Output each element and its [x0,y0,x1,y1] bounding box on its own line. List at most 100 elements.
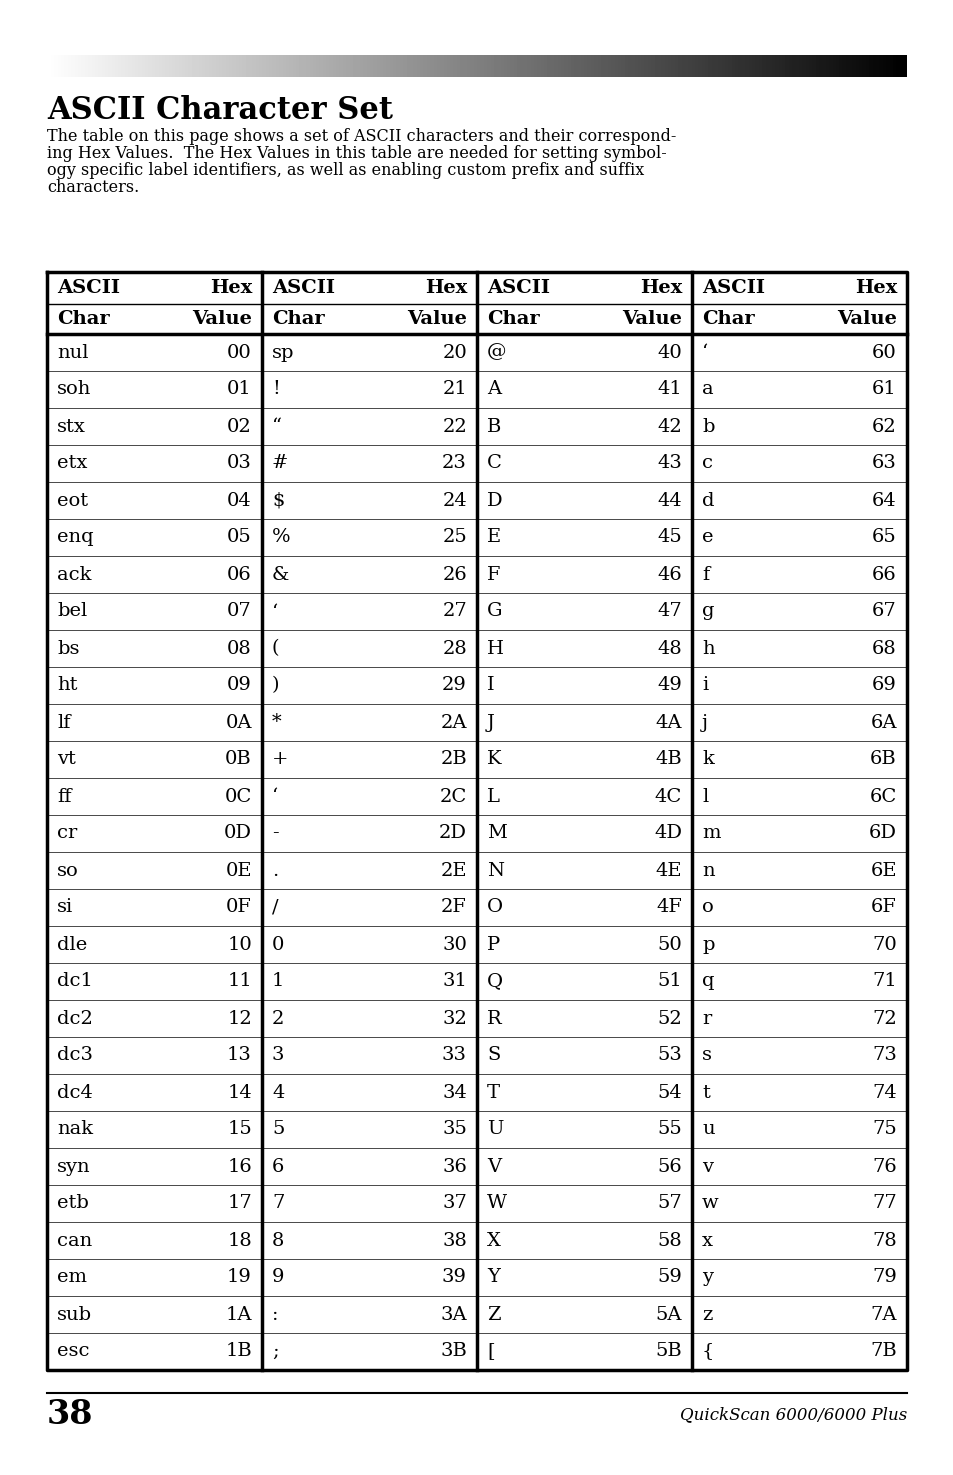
Text: 54: 54 [657,1084,681,1102]
Text: 02: 02 [227,417,252,435]
Text: 4B: 4B [655,751,681,768]
Text: sub: sub [57,1305,92,1323]
Text: Hex: Hex [639,279,681,296]
Text: /: / [272,898,278,916]
Text: {: { [701,1342,714,1360]
Text: 3: 3 [272,1046,284,1065]
Text: 76: 76 [871,1158,896,1176]
Text: dc1: dc1 [57,972,92,991]
Text: Q: Q [486,972,502,991]
Text: 15: 15 [227,1121,252,1139]
Text: 44: 44 [657,491,681,509]
Text: 08: 08 [227,640,252,658]
Text: 32: 32 [441,1009,467,1028]
Text: ASCII Character Set: ASCII Character Set [47,94,393,125]
Text: A: A [486,381,500,398]
Text: 48: 48 [657,640,681,658]
Text: etx: etx [57,454,88,472]
Text: 6B: 6B [869,751,896,768]
Text: -: - [272,825,278,842]
Text: [: [ [486,1342,494,1360]
Text: .: . [272,861,278,879]
Text: v: v [701,1158,712,1176]
Text: 40: 40 [657,344,681,361]
Text: p: p [701,935,714,953]
Text: x: x [701,1232,712,1249]
Text: 74: 74 [871,1084,896,1102]
Text: h: h [701,640,714,658]
Text: 30: 30 [441,935,467,953]
Text: Value: Value [192,310,252,327]
Text: ing Hex Values.  The Hex Values in this table are needed for setting symbol-: ing Hex Values. The Hex Values in this t… [47,145,666,162]
Text: 38: 38 [441,1232,467,1249]
Text: 2A: 2A [440,714,467,732]
Text: F: F [486,565,500,584]
Text: syn: syn [57,1158,91,1176]
Text: (: ( [272,640,279,658]
Text: ack: ack [57,565,91,584]
Text: 09: 09 [227,677,252,695]
Text: 31: 31 [441,972,467,991]
Text: D: D [486,491,502,509]
Text: 13: 13 [227,1046,252,1065]
Text: 2D: 2D [438,825,467,842]
Text: dc2: dc2 [57,1009,92,1028]
Text: w: w [701,1195,718,1212]
Text: d: d [701,491,714,509]
Text: 0E: 0E [225,861,252,879]
Text: 50: 50 [657,935,681,953]
Text: 61: 61 [871,381,896,398]
Text: 3A: 3A [440,1305,467,1323]
Text: Y: Y [486,1268,499,1286]
Text: 2F: 2F [440,898,467,916]
Text: 22: 22 [442,417,467,435]
Text: ): ) [272,677,279,695]
Text: 16: 16 [227,1158,252,1176]
Text: 25: 25 [442,528,467,547]
Text: 72: 72 [871,1009,896,1028]
Text: The table on this page shows a set of ASCII characters and their correspond-: The table on this page shows a set of AS… [47,128,676,145]
Text: Hex: Hex [424,279,467,296]
Text: sp: sp [272,344,294,361]
Text: i: i [701,677,707,695]
Text: 4D: 4D [654,825,681,842]
Text: Value: Value [407,310,467,327]
Text: s: s [701,1046,711,1065]
Text: G: G [486,602,502,621]
Text: 65: 65 [871,528,896,547]
Text: 1A: 1A [225,1305,252,1323]
Text: cr: cr [57,825,77,842]
Text: C: C [486,454,501,472]
Text: 06: 06 [227,565,252,584]
Text: etb: etb [57,1195,89,1212]
Text: t: t [701,1084,709,1102]
Text: ASCII: ASCII [272,279,335,296]
Text: “: “ [272,417,282,435]
Text: 36: 36 [441,1158,467,1176]
Text: k: k [701,751,713,768]
Text: +: + [272,751,288,768]
Text: 7A: 7A [869,1305,896,1323]
Text: 41: 41 [657,381,681,398]
Text: 67: 67 [871,602,896,621]
Text: 51: 51 [657,972,681,991]
Text: Char: Char [486,310,539,327]
Text: 58: 58 [657,1232,681,1249]
Text: R: R [486,1009,501,1028]
Text: 6D: 6D [868,825,896,842]
Text: Value: Value [836,310,896,327]
Text: 34: 34 [441,1084,467,1102]
Text: M: M [486,825,506,842]
Text: P: P [486,935,499,953]
Text: Char: Char [701,310,754,327]
Text: 14: 14 [227,1084,252,1102]
Text: 2: 2 [272,1009,284,1028]
Text: 55: 55 [657,1121,681,1139]
Text: a: a [701,381,713,398]
Text: ‘: ‘ [701,344,707,361]
Text: 49: 49 [657,677,681,695]
Text: :: : [272,1305,278,1323]
Text: Char: Char [57,310,110,327]
Text: 69: 69 [871,677,896,695]
Text: y: y [701,1268,712,1286]
